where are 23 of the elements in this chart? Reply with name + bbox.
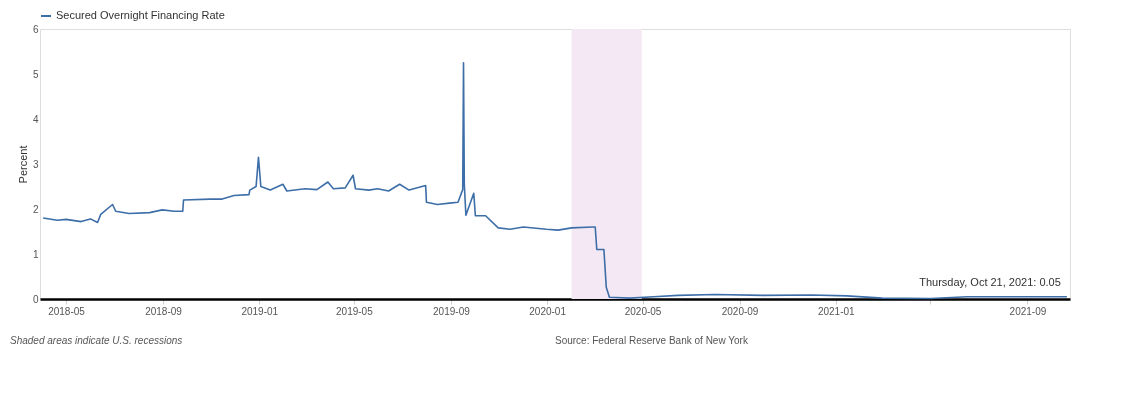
legend-label: Secured Overnight Financing Rate [56,9,225,21]
y-tick-label: 1 [32,248,39,260]
x-tick-label: 2018-09 [145,305,183,317]
annotation: Thursday, Oct 21, 2021: 0.05 [919,275,1061,288]
y-tick-label: 2 [32,203,39,215]
x-tick-label: 2018-05 [48,305,86,317]
text: Shaded areas indicate U.S. recessions [10,335,183,346]
x-tick-label: 2019-05 [336,305,374,317]
y-tick-label: 4 [32,113,39,125]
x-tick-label: 2021-01 [817,305,856,317]
y-tick-label: 0 [32,293,39,305]
x-tick-label: 2020-09 [721,305,759,317]
x-tick-label: 2020-01 [529,305,567,317]
y-axis-title: Percent [16,145,29,184]
y-tick-label: 5 [32,68,39,80]
y-tick-label: 6 [32,23,39,35]
source-note: Source: Federal Reserve Bank of New York [555,335,749,346]
x-tick-label: 2020-05 [624,305,662,317]
x-tick-label: 2019-01 [241,305,279,317]
y-tick-label: 3 [32,158,39,170]
x-tick-label: 2021-09 [1009,305,1047,317]
x-tick-label: 2019-09 [433,305,471,317]
line-series [42,61,1068,300]
